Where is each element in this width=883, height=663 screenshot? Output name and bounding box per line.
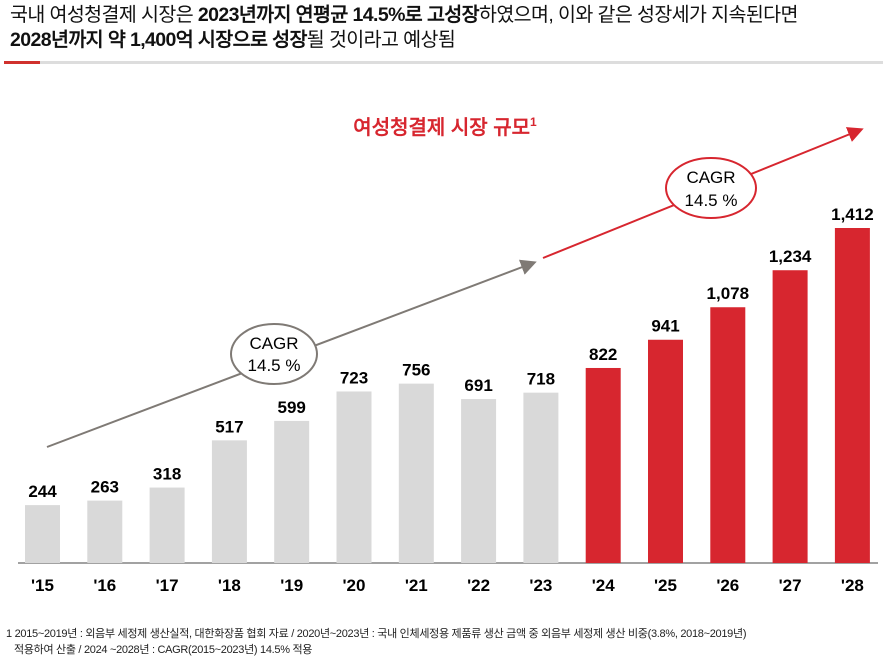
- headline-line-1: 국내 여성청결제 시장은 2023년까지 연평균 14.5%로 고성장하였으며,…: [10, 3, 798, 28]
- bar-19: [274, 420, 310, 563]
- svg-text:14.5 %: 14.5 %: [685, 191, 738, 210]
- x-tick-label: '20: [343, 576, 366, 595]
- bar-16: [87, 500, 123, 563]
- value-label: 718: [527, 370, 555, 389]
- bar-25: [648, 339, 683, 563]
- bar-15: [25, 505, 60, 563]
- chart-title: 여성청결제 시장 규모1: [353, 115, 537, 139]
- headline-text: 하였으며, 이와 같은 성장세가 지속된다면: [478, 4, 798, 26]
- headline-line-2: 2028년까지 약 1,400억 시장으로 성장될 것이라고 예상됨: [10, 28, 798, 53]
- headline: 국내 여성청결제 시장은 2023년까지 연평균 14.5%로 고성장하였으며,…: [10, 3, 798, 53]
- x-tick-label: '25: [654, 576, 677, 595]
- x-tick-label: '21: [405, 576, 428, 595]
- value-label: 822: [589, 345, 617, 364]
- footnote-line-1: 1 2015~2019년 : 외음부 세정제 생산실적, 대한화장품 협회 자료…: [6, 628, 747, 640]
- svg-text:14.5 %: 14.5 %: [248, 356, 301, 375]
- svg-text:CAGR: CAGR: [686, 168, 735, 187]
- headline-emphasis: 2028년까지 약 1,400억 시장으로 성장: [10, 29, 307, 51]
- value-label: 244: [28, 482, 57, 501]
- value-label: 691: [464, 376, 492, 395]
- value-label: 723: [340, 368, 368, 387]
- x-tick-label: '16: [93, 576, 116, 595]
- x-tick-label: '23: [529, 576, 552, 595]
- divider-accent: [4, 61, 40, 64]
- x-tick-label: '28: [841, 576, 864, 595]
- bar-18: [211, 440, 247, 563]
- x-tick-label: '15: [31, 576, 54, 595]
- bar-23: [523, 392, 559, 563]
- cagr-bubble-forecast: CAGR 14.5 %: [665, 157, 757, 219]
- value-label: 263: [91, 478, 119, 497]
- x-tick-label: '22: [467, 576, 490, 595]
- value-label: 318: [153, 465, 181, 484]
- divider: [4, 61, 883, 64]
- headline-text: 국내 여성청결제 시장은: [10, 4, 198, 26]
- value-label: 756: [402, 361, 430, 380]
- bar-22: [461, 399, 497, 563]
- x-tick-label: '18: [218, 576, 241, 595]
- svg-text:CAGR: CAGR: [249, 334, 298, 353]
- bar-28: [834, 228, 870, 563]
- bar-27: [772, 270, 808, 563]
- x-tick-label: '27: [779, 576, 802, 595]
- x-tick-label: '17: [156, 576, 179, 595]
- market-size-chart: 여성청결제 시장 규모1 244 '15 263 '16 318 '17 517 '18 599…: [18, 115, 878, 595]
- x-tick-label: '19: [280, 576, 303, 595]
- value-label: 1,078: [707, 284, 750, 303]
- bar-26: [710, 307, 746, 563]
- bar-24: [585, 367, 621, 563]
- bar-20: [336, 391, 372, 563]
- x-tick-label: '26: [716, 576, 739, 595]
- footnote: 1 2015~2019년 : 외음부 세정제 생산실적, 대한화장품 협회 자료…: [6, 626, 746, 658]
- x-tick-label: '24: [592, 576, 615, 595]
- value-label: 1,234: [769, 247, 812, 266]
- value-label: 517: [215, 417, 243, 436]
- headline-emphasis: 2023년까지 연평균 14.5%로 고성장: [197, 4, 480, 26]
- bar-21: [398, 383, 434, 563]
- value-label: 1,412: [831, 205, 874, 224]
- bar-17: [149, 487, 185, 563]
- value-label: 599: [278, 398, 306, 417]
- footnote-line-2: 적용하여 산출 / 2024 ~2028년 : CAGR(2015~2023년)…: [14, 644, 313, 656]
- headline-text: 될 것이라고 예상됨: [306, 29, 456, 51]
- value-label: 941: [651, 317, 679, 336]
- cagr-bubble-actual: CAGR 14.5 %: [230, 323, 318, 385]
